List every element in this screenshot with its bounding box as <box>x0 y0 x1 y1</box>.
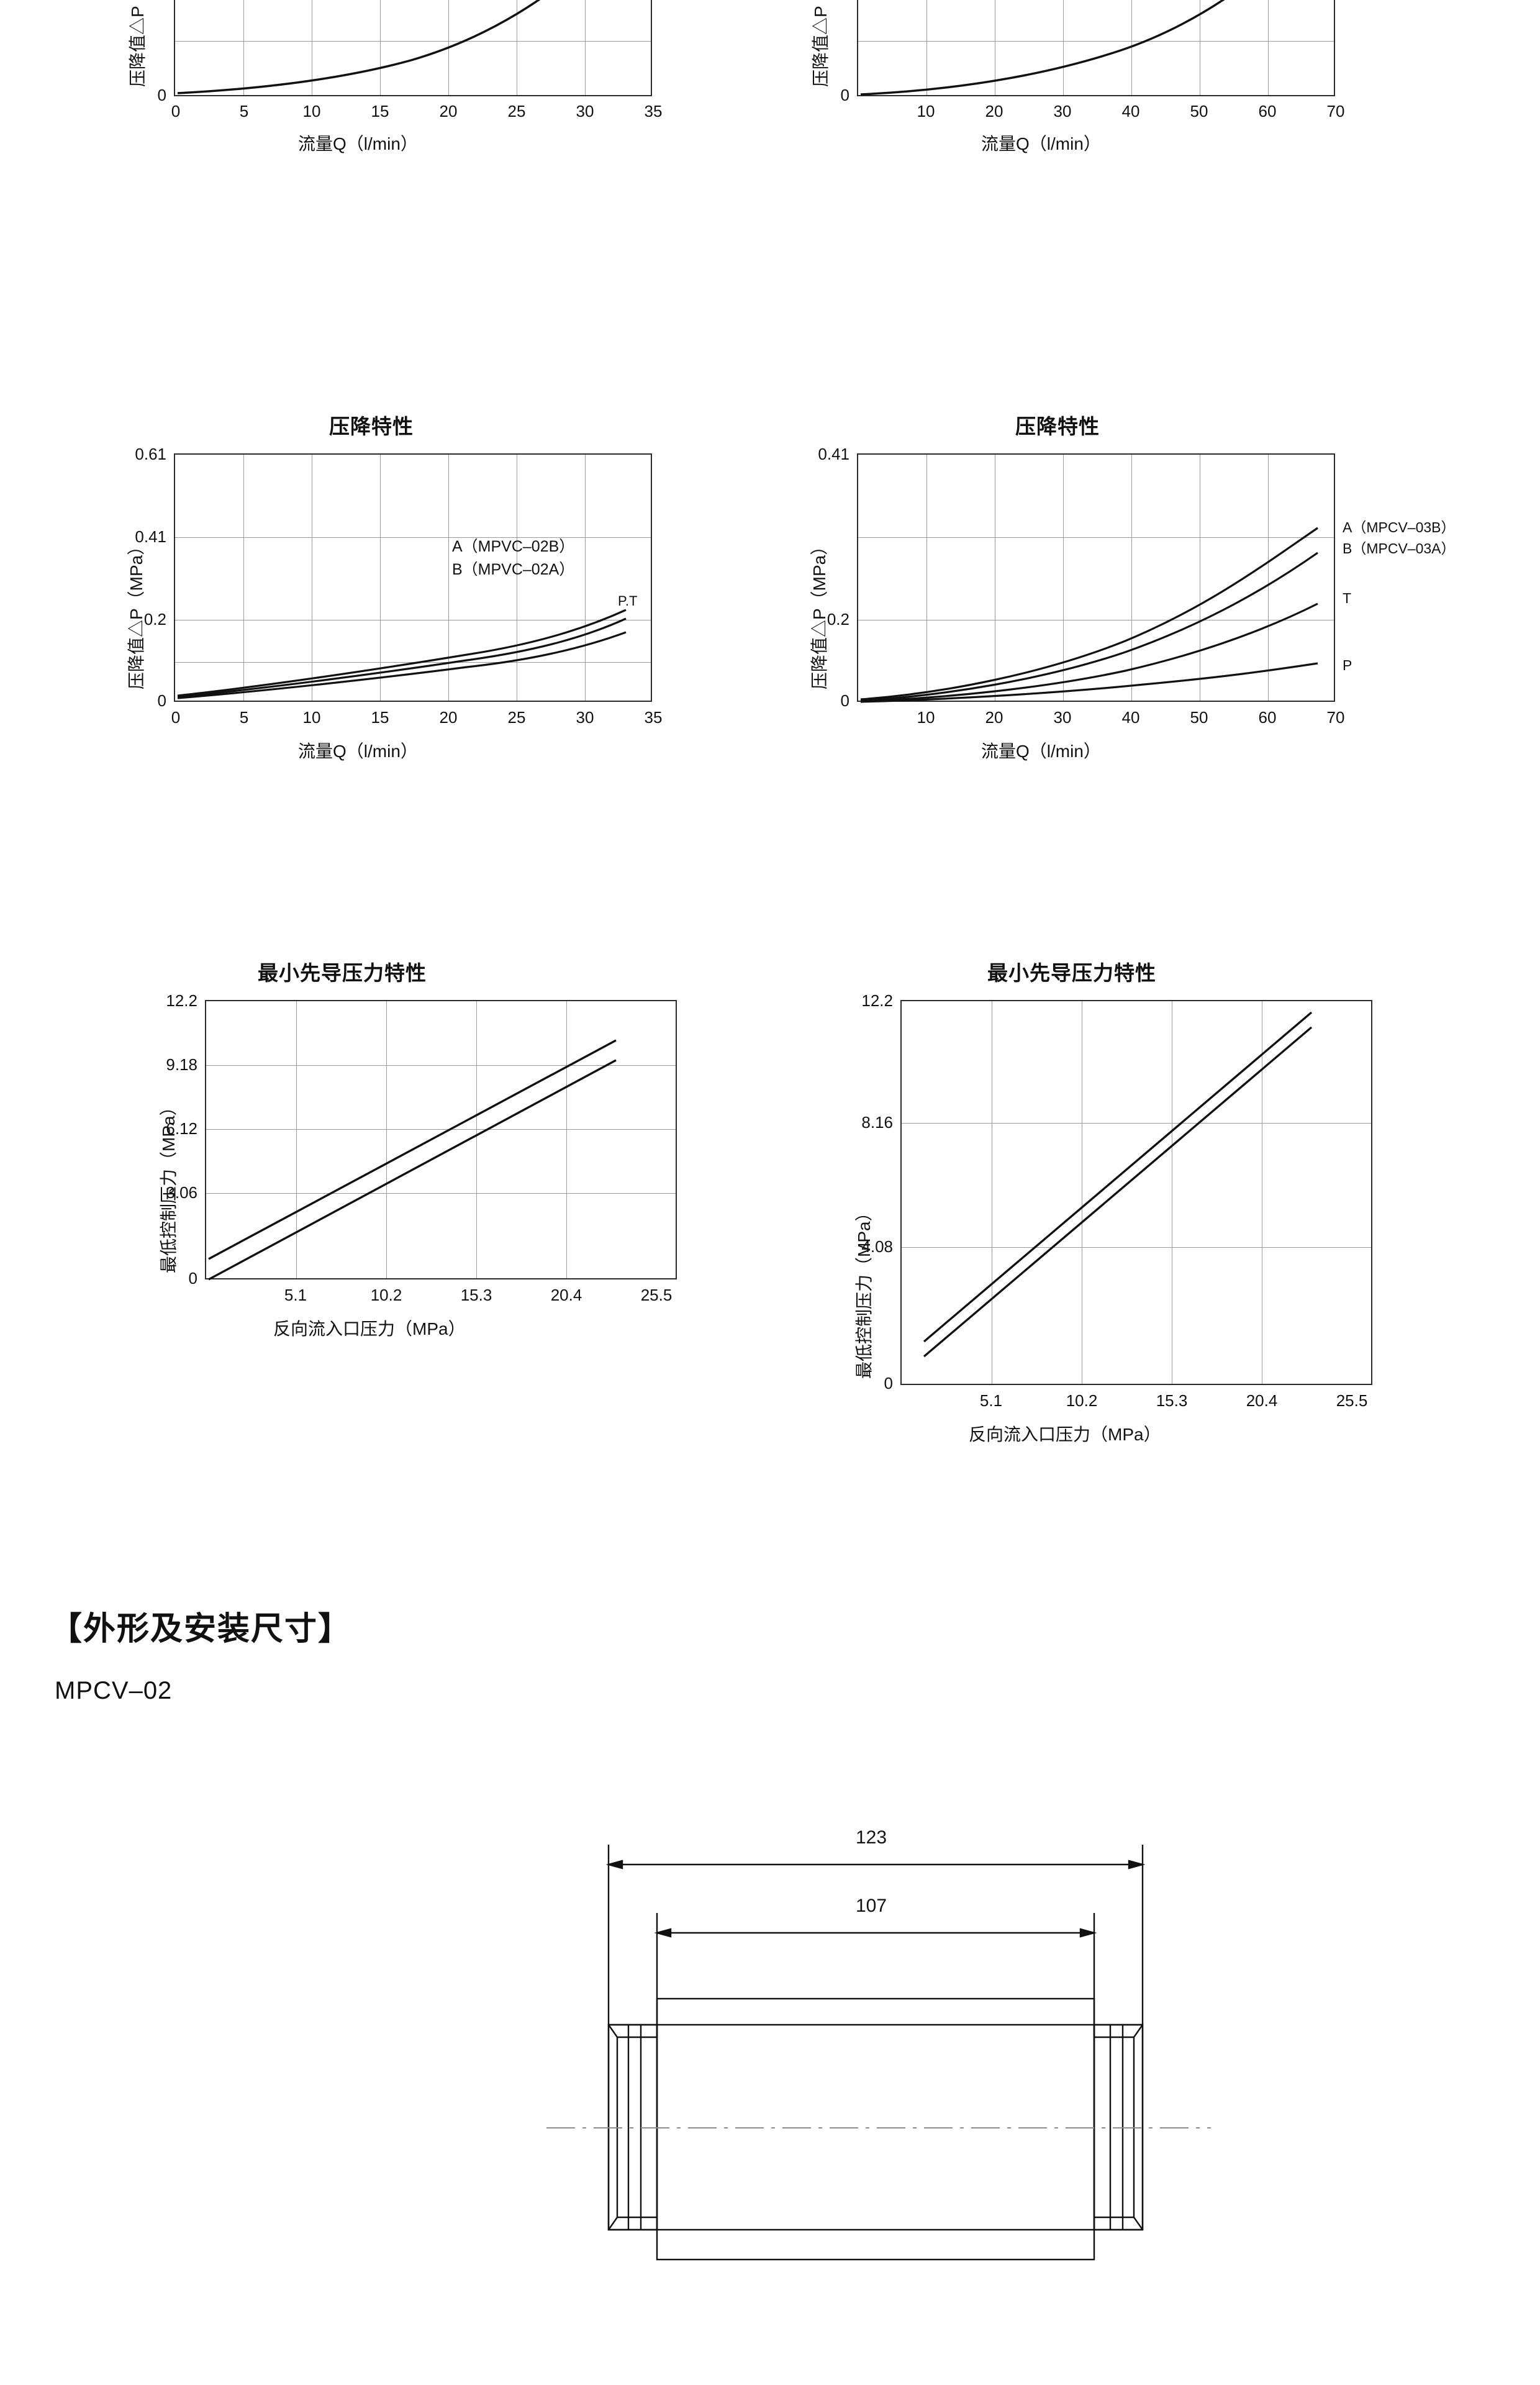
xtick: 50 <box>1190 102 1208 120</box>
ytick: 0.41 <box>135 527 166 546</box>
xtick: 40 <box>1121 102 1140 120</box>
ytick: 0 <box>188 1269 197 1288</box>
dimension-inner: 107 <box>856 1896 887 1916</box>
y-axis-label: 压降值△P（MPa） <box>810 537 829 689</box>
xtick: 50 <box>1190 708 1208 727</box>
valve-outline-drawing: 123 107 <box>484 1820 1453 2317</box>
y-axis-label: 最低控制压力（MPa） <box>159 1098 178 1273</box>
ytick: 12.2 <box>166 991 197 1010</box>
ytick: 0.2 <box>827 610 849 629</box>
dimension-outer: 123 <box>856 1827 887 1848</box>
y-axis-label: 压降值△P（MPa） <box>128 0 147 87</box>
series-label-t: T <box>1343 590 1352 606</box>
xtick: 15.3 <box>1156 1391 1188 1410</box>
xtick: 30 <box>576 102 594 120</box>
xtick: 60 <box>1258 708 1277 727</box>
chart-pd-03: 压降特性 0.41 0.2 0 10 20 30 40 50 60 70 流量Q <box>776 410 1459 761</box>
xtick: 25.5 <box>640 1286 673 1304</box>
ytick: 9.18 <box>166 1055 197 1074</box>
y-axis-label: 压降值△P（MPa） <box>811 0 830 87</box>
xtick: 20.4 <box>550 1286 582 1304</box>
chart-title: 最小先导压力特性 <box>258 961 427 984</box>
xtick: 20 <box>439 708 458 727</box>
ytick: 0.41 <box>818 445 849 463</box>
xtick: 30 <box>576 708 594 727</box>
xtick: 60 <box>1258 102 1277 120</box>
xtick: 10 <box>917 708 935 727</box>
plot-area <box>857 0 1335 96</box>
xtick: 20 <box>985 708 1003 727</box>
ytick: 12.2 <box>861 991 893 1010</box>
xtick: 10 <box>302 102 321 120</box>
xtick: 0 <box>171 708 181 727</box>
series-label-b: B（MPCV–03A） <box>1343 540 1456 556</box>
chart-pd-03-top: 0.2 0 10 20 30 40 50 60 70 流量Q（l/min） 压降… <box>776 0 1422 174</box>
x-axis-label: 流量Q（l/min） <box>298 742 418 761</box>
xtick: 15 <box>371 102 389 120</box>
xtick: 10.2 <box>1066 1391 1098 1410</box>
xtick: 30 <box>1053 708 1072 727</box>
ytick: 0 <box>884 1374 893 1392</box>
xtick: 5 <box>239 708 249 727</box>
ytick: 0 <box>840 86 849 104</box>
xtick: 25 <box>507 708 526 727</box>
xtick: 70 <box>1326 102 1345 120</box>
ytick: 3.06 <box>166 1183 197 1202</box>
series-label-pt: P.T <box>618 593 638 609</box>
x-axis-label: 反向流入口压力（MPa） <box>273 1319 466 1338</box>
xtick: 20 <box>439 102 458 120</box>
xtick: 5.1 <box>979 1391 1003 1410</box>
xtick: 30 <box>1053 102 1072 120</box>
xtick: 20.4 <box>1246 1391 1278 1410</box>
chart-title: 压降特性 <box>1015 415 1100 438</box>
xtick: 70 <box>1326 708 1345 727</box>
ytick: 6.12 <box>166 1119 197 1138</box>
xtick: 5.1 <box>284 1286 307 1304</box>
ytick: 4.08 <box>861 1237 893 1256</box>
xtick: 25.5 <box>1336 1391 1368 1410</box>
x-axis-label: 流量Q（l/min） <box>298 134 418 153</box>
chart-title: 最小先导压力特性 <box>987 961 1156 984</box>
x-axis-label: 流量Q（l/min） <box>981 742 1101 761</box>
y-axis-label: 压降值△P（MPa） <box>127 537 146 689</box>
xtick: 40 <box>1121 708 1140 727</box>
xtick: 15.3 <box>460 1286 492 1304</box>
plot-area <box>174 453 652 702</box>
ytick: 8.16 <box>861 1113 893 1132</box>
xtick: 10.2 <box>370 1286 402 1304</box>
xtick: 15 <box>371 708 389 727</box>
xtick: 10 <box>302 708 321 727</box>
plot-area <box>174 0 652 96</box>
chart-pd-02-top: 0.41 0.2 0 0 5 10 15 20 25 30 35 流量Q（l/m… <box>93 0 714 174</box>
series-label-a: A（MPCV–03B） <box>1343 519 1456 535</box>
plot-area <box>205 1000 677 1281</box>
plot-area <box>857 453 1335 703</box>
ytick: 0.61 <box>135 445 166 463</box>
ytick: 0 <box>157 691 166 710</box>
ytick: 0 <box>840 691 849 710</box>
ytick: 0.2 <box>143 610 166 629</box>
series-label-b: B（MPVC–02A） <box>452 561 575 578</box>
chart-pd-02: 压降特性 0.61 0.41 0.2 0 0 5 10 15 20 25 30 <box>93 410 714 761</box>
section-heading: 【外形及安装尺寸】 <box>50 1611 352 1647</box>
xtick: 10 <box>917 102 935 120</box>
chart-title: 压降特性 <box>329 415 414 438</box>
chart-mp-03: 最小先导压力特性 12.2 8.16 4.08 0 5.1 10.2 15.3 … <box>776 956 1422 1444</box>
series-label-a: A（MPVC–02B） <box>452 538 575 555</box>
series-label-p: P <box>1343 657 1352 673</box>
xtick: 35 <box>644 708 663 727</box>
xtick: 5 <box>239 102 249 120</box>
model-label: MPCV–02 <box>55 1677 173 1704</box>
chart-mp-02: 最小先导压力特性 12.2 9.18 6.12 3.06 0 5.1 10.2 … <box>93 956 739 1342</box>
xtick: 25 <box>507 102 526 120</box>
xtick: 0 <box>171 102 181 120</box>
ytick: 0 <box>157 86 166 104</box>
plot-area <box>900 1000 1372 1385</box>
xtick: 35 <box>644 102 663 120</box>
xtick: 20 <box>985 102 1003 120</box>
y-axis-label: 最低控制压力（MPa） <box>854 1204 874 1379</box>
x-axis-label: 流量Q（l/min） <box>981 134 1101 153</box>
x-axis-label: 反向流入口压力（MPa） <box>969 1425 1161 1444</box>
